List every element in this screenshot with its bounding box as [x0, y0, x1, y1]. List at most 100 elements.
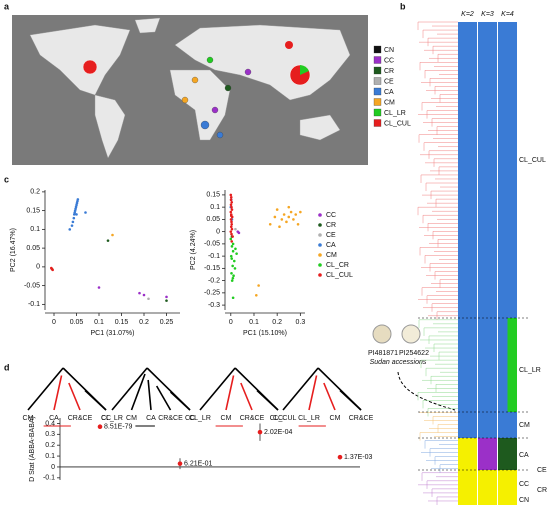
x-tick-label: 0.05	[70, 319, 84, 326]
point	[230, 222, 234, 226]
admixture-block	[498, 438, 517, 470]
y-tick-label: 0	[216, 228, 220, 235]
photo-label: PI254622	[399, 350, 429, 357]
y-tick-label: 0.15	[26, 207, 40, 214]
admixture-block	[498, 22, 517, 318]
point	[287, 215, 291, 219]
legend-marker	[318, 273, 322, 277]
point	[278, 225, 281, 229]
point	[230, 240, 234, 243]
legend-label: CC	[384, 57, 394, 64]
tree-leaf: CM	[23, 415, 34, 422]
legend-marker	[318, 243, 322, 247]
admixture-block	[498, 470, 517, 505]
point	[230, 245, 234, 248]
point	[235, 252, 238, 255]
point	[237, 231, 241, 235]
legend-label: CE	[326, 232, 336, 239]
point	[230, 279, 234, 282]
arrow	[397, 371, 456, 411]
k-label: K=2	[461, 11, 474, 18]
legend-label: CA	[384, 89, 394, 96]
x-tick-label: 0.3	[295, 319, 305, 326]
legend-swatch	[373, 119, 382, 127]
admixture-block	[458, 470, 477, 505]
point	[71, 220, 75, 224]
point	[230, 257, 234, 260]
legend-label: CC	[326, 212, 336, 219]
legend-swatch	[373, 108, 382, 117]
point	[97, 424, 103, 430]
tree-leaf: CL_LR	[101, 415, 123, 422]
tree-leaf: CL_LR	[298, 415, 320, 422]
point	[165, 295, 168, 299]
legend-marker	[318, 233, 322, 237]
point	[287, 205, 291, 209]
p-value: 6.21E-01	[184, 461, 213, 468]
tree-leaf: CR&CE	[68, 415, 93, 422]
point	[147, 297, 150, 301]
point	[273, 215, 277, 219]
point	[111, 233, 114, 237]
tree-branch	[27, 367, 64, 411]
tree-branch	[62, 367, 107, 411]
point	[231, 296, 235, 300]
point	[292, 218, 295, 221]
admixture-block	[458, 438, 477, 470]
tree-leaf: CR&CE	[158, 415, 183, 422]
legend-label: CL_LR	[384, 110, 406, 117]
k-label: K=4	[501, 11, 514, 18]
point	[230, 227, 234, 231]
panel-label: c	[4, 174, 9, 184]
y-tick-label: 0.15	[206, 192, 220, 199]
legend-marker	[318, 263, 322, 267]
tree-leaf: CL_CUL	[270, 415, 297, 422]
legend-marker	[318, 213, 322, 217]
y-tick-label: -0.1	[208, 253, 220, 260]
admixture-block	[478, 438, 497, 470]
group-label: CR	[537, 487, 547, 494]
y-tick-label: 0	[51, 464, 55, 471]
point	[285, 220, 288, 224]
point	[68, 228, 72, 231]
admixture-block	[478, 318, 497, 412]
point	[75, 213, 78, 216]
tree-leaf: CR&CE	[240, 415, 265, 422]
panel-label: d	[4, 362, 10, 372]
tree-branch	[111, 367, 148, 411]
photo	[372, 324, 392, 344]
tree-branch	[308, 375, 318, 411]
y-tick-label: -0.15	[204, 265, 220, 272]
point	[76, 198, 80, 201]
group-label: CM	[519, 422, 530, 429]
tree-leaf: CM	[221, 415, 232, 422]
p-value: 2.02E-04	[264, 429, 293, 436]
panel-label: a	[4, 1, 10, 11]
point	[231, 264, 234, 268]
legend-label: CM	[326, 252, 337, 259]
x-tick-label: 0.1	[249, 319, 259, 326]
tree-leaf: CR&CE	[349, 415, 374, 422]
tree-leaf: CC	[273, 415, 283, 422]
tree-branch	[155, 385, 172, 411]
tree-branch	[323, 382, 336, 411]
tree-leaf: CA	[49, 415, 59, 422]
point	[230, 200, 234, 204]
point	[296, 222, 300, 226]
x-tick-label: 0.15	[115, 319, 129, 326]
x-axis-label: PC1 (15.10%)	[243, 330, 287, 337]
admixture-block	[478, 412, 497, 438]
y-tick-label: 0.2	[45, 442, 55, 449]
y-tick-label: 0.2	[30, 189, 40, 196]
p-value: 8.51E-79	[104, 424, 133, 431]
legend-label: CL_CR	[326, 262, 349, 269]
legend-label: CL_CUL	[326, 272, 353, 279]
point	[50, 267, 54, 271]
point	[299, 210, 302, 214]
point	[106, 239, 110, 242]
point	[233, 267, 237, 270]
x-tick-label: 0.2	[272, 319, 282, 326]
x-axis-label: PC1 (31.07%)	[91, 330, 135, 337]
tree-branch	[199, 367, 236, 411]
legend-swatch	[373, 77, 382, 85]
